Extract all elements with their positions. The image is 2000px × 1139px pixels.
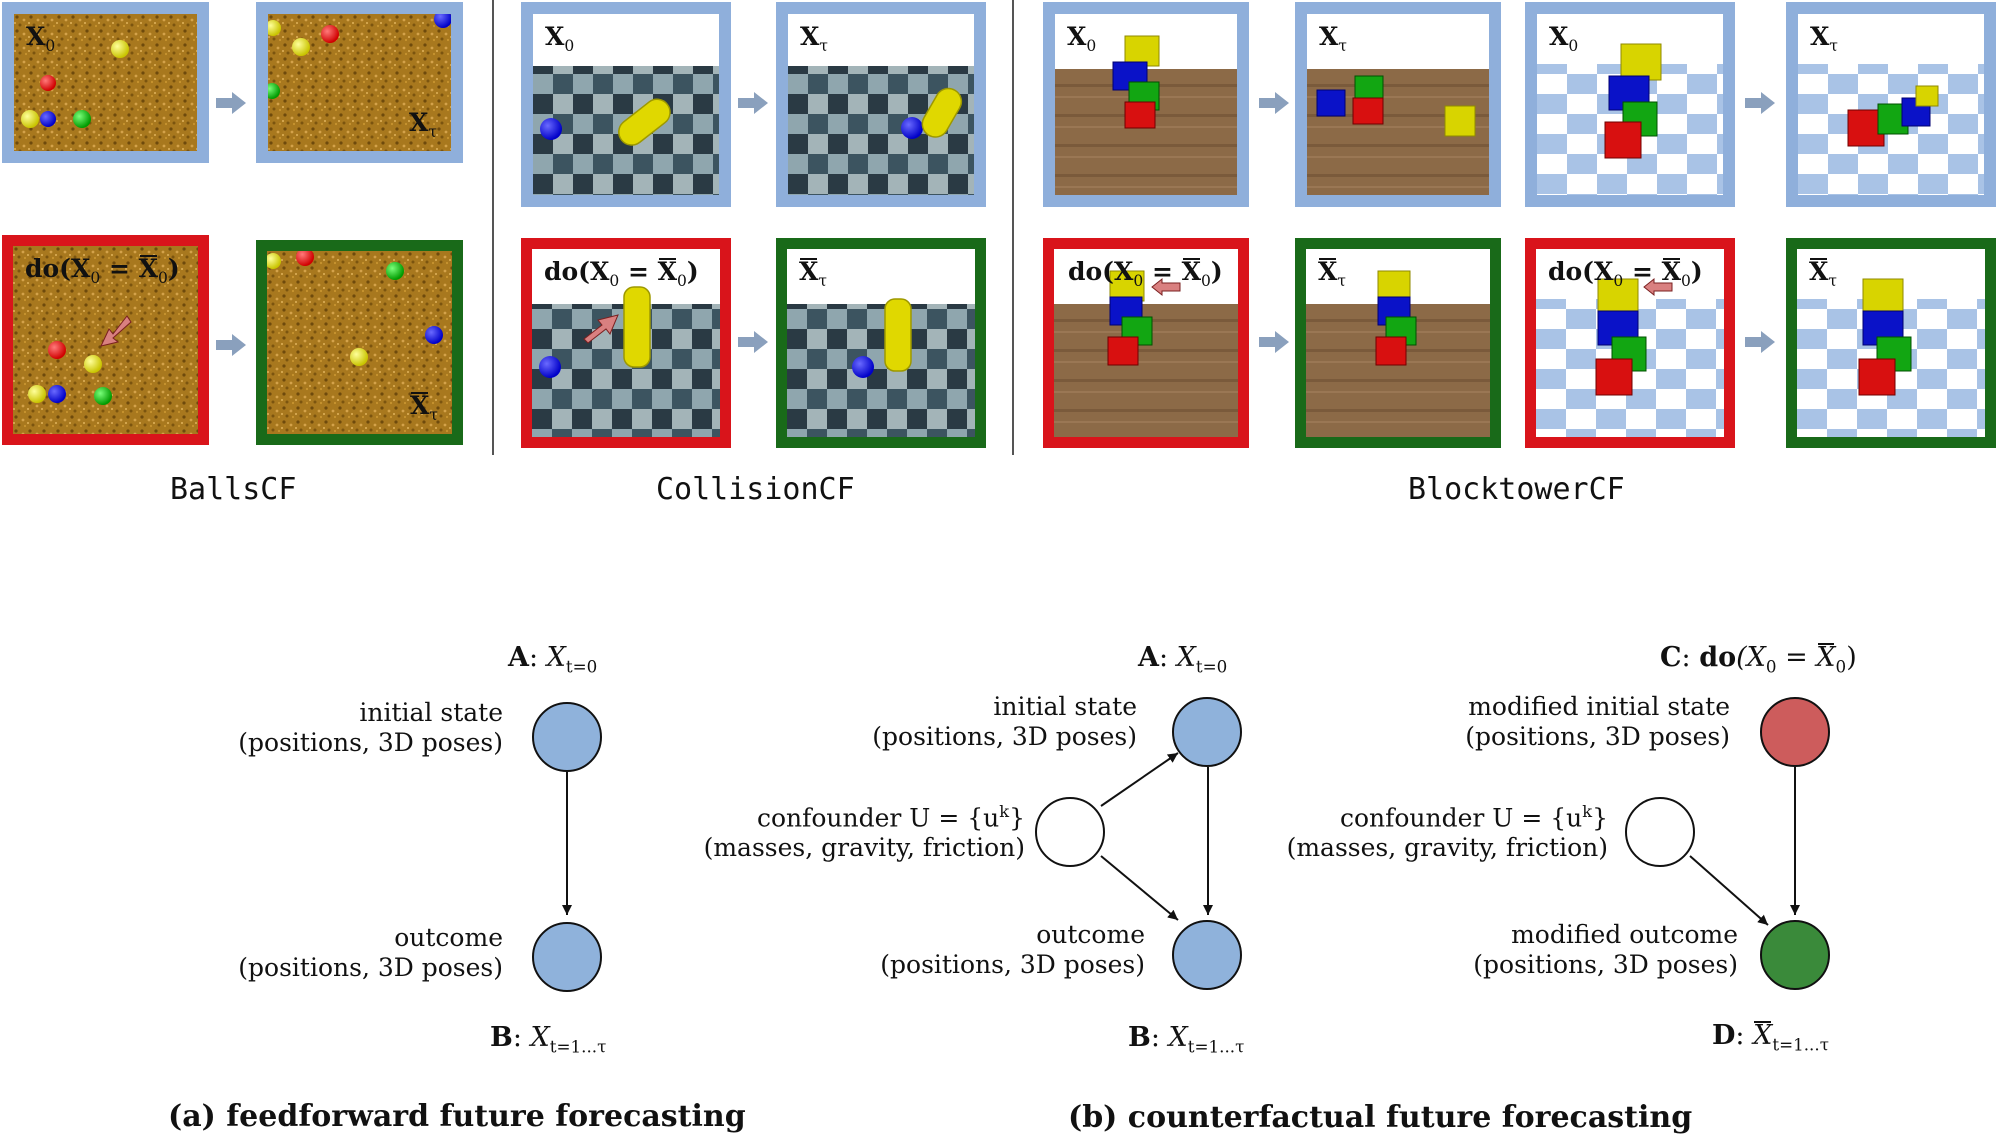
blocktower-wood-xtau-label: Xτ	[1319, 22, 1347, 55]
collision-do-image	[532, 249, 720, 437]
blocktower-wood-x0-panel: X0	[1043, 2, 1249, 207]
edge-u-to-b2	[1100, 855, 1179, 921]
balls-xtau-label: Xτ	[409, 108, 437, 141]
collision-top-arrow	[738, 92, 768, 114]
balls-xtau-image	[268, 14, 451, 151]
node-confounder	[1035, 797, 1105, 867]
blocktower-wood-bottom-arrow	[1259, 331, 1289, 353]
blocktower-checker-x0-image	[1537, 14, 1723, 195]
blocktower-wood-counterfactual-panel: Xτ	[1295, 238, 1501, 448]
collision-counterfactual-image	[787, 249, 975, 437]
balls-counterfactual-panel: Xτ	[256, 240, 463, 445]
collision-counterfactual-label: Xτ	[799, 257, 827, 290]
collision-xtau-panel: Xτ	[776, 2, 986, 207]
blocktower-wood-do-image	[1054, 249, 1238, 437]
blocktower-wood-top-arrow	[1259, 92, 1289, 114]
blocktower-wood-x0-label: X0	[1067, 22, 1097, 55]
diagram-b-initial-text: initial state (positions, 3D poses)	[872, 692, 1137, 751]
diagram-b-confounder-text: confounder U = {uk} (masses, gravity, fr…	[703, 802, 1025, 863]
diagram-b-mod-outcome-text: modified outcome (positions, 3D poses)	[1473, 920, 1738, 979]
balls-x0-label: X0	[26, 22, 56, 55]
diagram-a-initial-text: initial state (positions, 3D poses)	[238, 698, 503, 757]
blocktower-wood-counterfactual-label: Xτ	[1318, 257, 1346, 290]
balls-do-panel: do(X0 = X0)	[2, 235, 209, 445]
collision-xtau-label: Xτ	[800, 22, 828, 55]
dataset-label-collision: CollisionCF	[656, 472, 855, 507]
node-d-modified-outcome	[1760, 920, 1830, 990]
collision-do-panel: do(X0 = X0)	[521, 238, 731, 448]
blocktower-checker-x0-panel: X0	[1525, 2, 1735, 207]
diagram-a-bottom-label: B: Xt=1...τ	[490, 1022, 607, 1057]
collision-bottom-arrow	[738, 331, 768, 353]
balls-xtau-panel: Xτ	[256, 2, 463, 163]
diagram-a-top-label: A: Xt=0	[508, 642, 598, 677]
balls-bottom-arrow	[216, 334, 246, 356]
blocktower-checker-bottom-arrow	[1745, 331, 1775, 353]
blocktower-wood-xtau-image	[1307, 14, 1489, 195]
blocktower-checker-counterfactual-label: Xτ	[1809, 257, 1837, 290]
balls-do-image	[13, 246, 198, 434]
divider-1	[492, 0, 494, 455]
balls-do-label: do(X0 = X0)	[25, 254, 180, 287]
edge-u2-to-d	[1689, 855, 1769, 926]
balls-top-arrow	[216, 92, 246, 114]
collision-counterfactual-panel: Xτ	[776, 238, 986, 448]
dataset-label-balls: BallsCF	[170, 472, 297, 507]
node-a-initial	[532, 702, 602, 772]
node-b-initial	[1172, 697, 1242, 767]
blocktower-checker-do-panel: do(X0 = X0)	[1525, 238, 1735, 448]
node-confounder-2	[1625, 797, 1695, 867]
blocktower-wood-do-label: do(X0 = X0)	[1068, 257, 1223, 290]
node-b-outcome-2	[1172, 920, 1242, 990]
blocktower-checker-counterfactual-panel: Xτ	[1786, 238, 1996, 448]
blocktower-checker-xtau-label: Xτ	[1810, 22, 1838, 55]
blocktower-checker-xtau-panel: Xτ	[1786, 2, 1996, 207]
collision-do-label: do(X0 = X0)	[544, 257, 699, 290]
blocktower-checker-do-label: do(X0 = X0)	[1548, 257, 1703, 290]
divider-2	[1012, 0, 1014, 455]
diagram-b-b-label: B: Xt=1...τ	[1128, 1022, 1245, 1057]
node-c-modified-initial	[1760, 697, 1830, 767]
blocktower-wood-xtau-panel: Xτ	[1295, 2, 1501, 207]
balls-counterfactual-image	[267, 251, 452, 434]
diagram-b-outcome-text: outcome (positions, 3D poses)	[880, 920, 1145, 979]
balls-counterfactual-label: Xτ	[410, 391, 438, 424]
diagram-a-outcome-text: outcome (positions, 3D poses)	[238, 923, 503, 982]
edge-u-to-a2	[1100, 752, 1179, 807]
caption-b: (b) counterfactual future forecasting	[1068, 1100, 1693, 1135]
collision-xtau-image	[788, 14, 974, 195]
collision-x0-label: X0	[545, 22, 575, 55]
blocktower-checker-xtau-image	[1798, 14, 1984, 195]
diagram-b-confounder2-text: confounder U = {uk} (masses, gravity, fr…	[1286, 802, 1608, 863]
blocktower-checker-x0-label: X0	[1549, 22, 1579, 55]
diagram-b-mod-initial-text: modified initial state (positions, 3D pos…	[1465, 692, 1730, 751]
collision-x0-panel: X0	[521, 2, 731, 207]
diagram-b-d-label: D: Xt=1...τ	[1712, 1020, 1829, 1055]
blocktower-checker-top-arrow	[1745, 92, 1775, 114]
node-b-outcome	[532, 922, 602, 992]
dataset-label-blocktower: BlocktowerCF	[1408, 472, 1625, 507]
caption-a: (a) feedforward future forecasting	[168, 1099, 746, 1134]
blocktower-checker-do-image	[1536, 249, 1724, 437]
blocktower-wood-do-panel: do(X0 = X0)	[1043, 238, 1249, 448]
diagram-b-a-label: A: Xt=0	[1138, 642, 1228, 677]
collision-x0-image	[533, 14, 719, 195]
balls-x0-panel: X0	[2, 2, 209, 163]
blocktower-wood-x0-image	[1055, 14, 1237, 195]
diagram-b-c-label: C: do(X0 = X0)	[1660, 642, 1857, 677]
blocktower-checker-counterfactual-image	[1797, 249, 1985, 437]
balls-x0-image	[14, 14, 197, 151]
blocktower-wood-counterfactual-image	[1306, 249, 1490, 437]
